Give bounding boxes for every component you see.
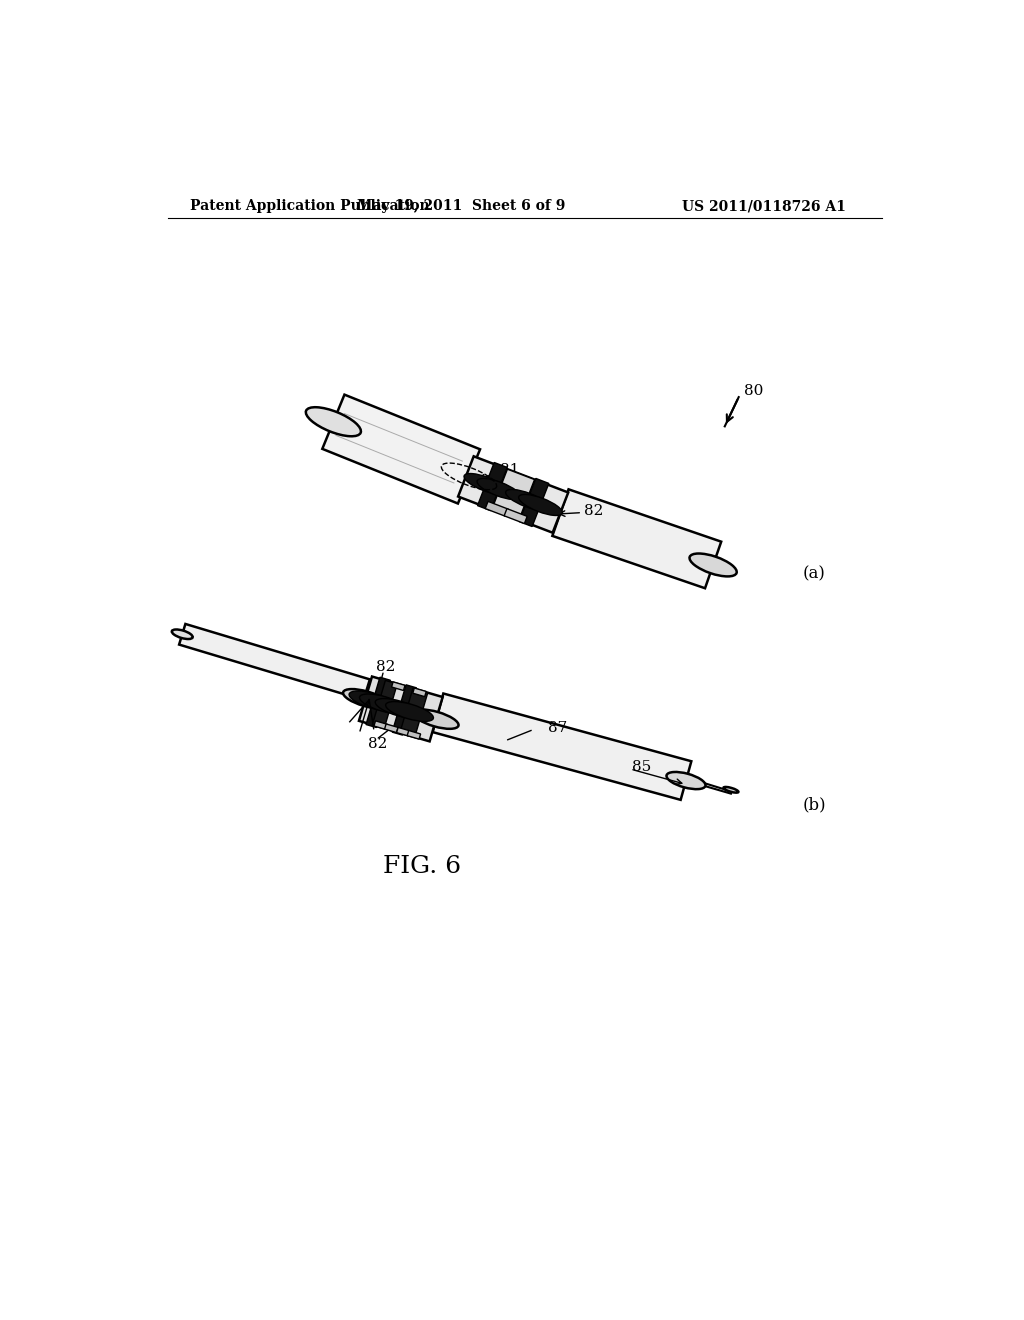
Ellipse shape [375, 698, 423, 718]
Polygon shape [179, 624, 370, 700]
Polygon shape [391, 682, 406, 690]
Polygon shape [413, 688, 426, 697]
Text: 81: 81 [500, 463, 519, 478]
Polygon shape [504, 508, 527, 524]
Polygon shape [492, 469, 535, 520]
Text: 82: 82 [376, 660, 395, 673]
Polygon shape [477, 462, 507, 511]
Polygon shape [323, 395, 480, 503]
Ellipse shape [477, 479, 521, 499]
Text: (b): (b) [802, 797, 826, 813]
Ellipse shape [506, 490, 549, 511]
Ellipse shape [172, 630, 193, 639]
Polygon shape [485, 502, 508, 516]
Text: 82: 82 [369, 737, 388, 751]
Ellipse shape [386, 702, 433, 722]
Ellipse shape [724, 787, 738, 792]
Polygon shape [519, 478, 549, 527]
Polygon shape [359, 677, 442, 742]
Polygon shape [373, 680, 397, 729]
Polygon shape [385, 723, 398, 733]
Text: Patent Application Publication: Patent Application Publication [190, 199, 430, 213]
Ellipse shape [464, 474, 508, 495]
Ellipse shape [414, 710, 459, 729]
Ellipse shape [349, 690, 397, 710]
Text: May 19, 2011  Sheet 6 of 9: May 19, 2011 Sheet 6 of 9 [357, 199, 565, 213]
Polygon shape [366, 677, 390, 727]
Ellipse shape [359, 694, 408, 714]
Polygon shape [374, 721, 387, 730]
Ellipse shape [518, 495, 562, 516]
Ellipse shape [689, 553, 736, 577]
Text: FIG. 6: FIG. 6 [383, 855, 462, 878]
Polygon shape [552, 490, 721, 589]
Text: 87: 87 [548, 721, 567, 735]
Polygon shape [433, 693, 691, 800]
Polygon shape [408, 730, 421, 739]
Ellipse shape [306, 407, 360, 437]
Polygon shape [396, 727, 410, 737]
Text: US 2011/0118726 A1: US 2011/0118726 A1 [682, 199, 846, 213]
Text: 80: 80 [744, 384, 764, 397]
Text: 82: 82 [584, 504, 603, 517]
Polygon shape [392, 685, 417, 735]
Ellipse shape [343, 689, 388, 709]
Ellipse shape [667, 772, 706, 789]
Polygon shape [458, 457, 568, 533]
Text: 85: 85 [632, 760, 651, 774]
Polygon shape [399, 689, 428, 737]
Text: (a): (a) [802, 566, 825, 582]
